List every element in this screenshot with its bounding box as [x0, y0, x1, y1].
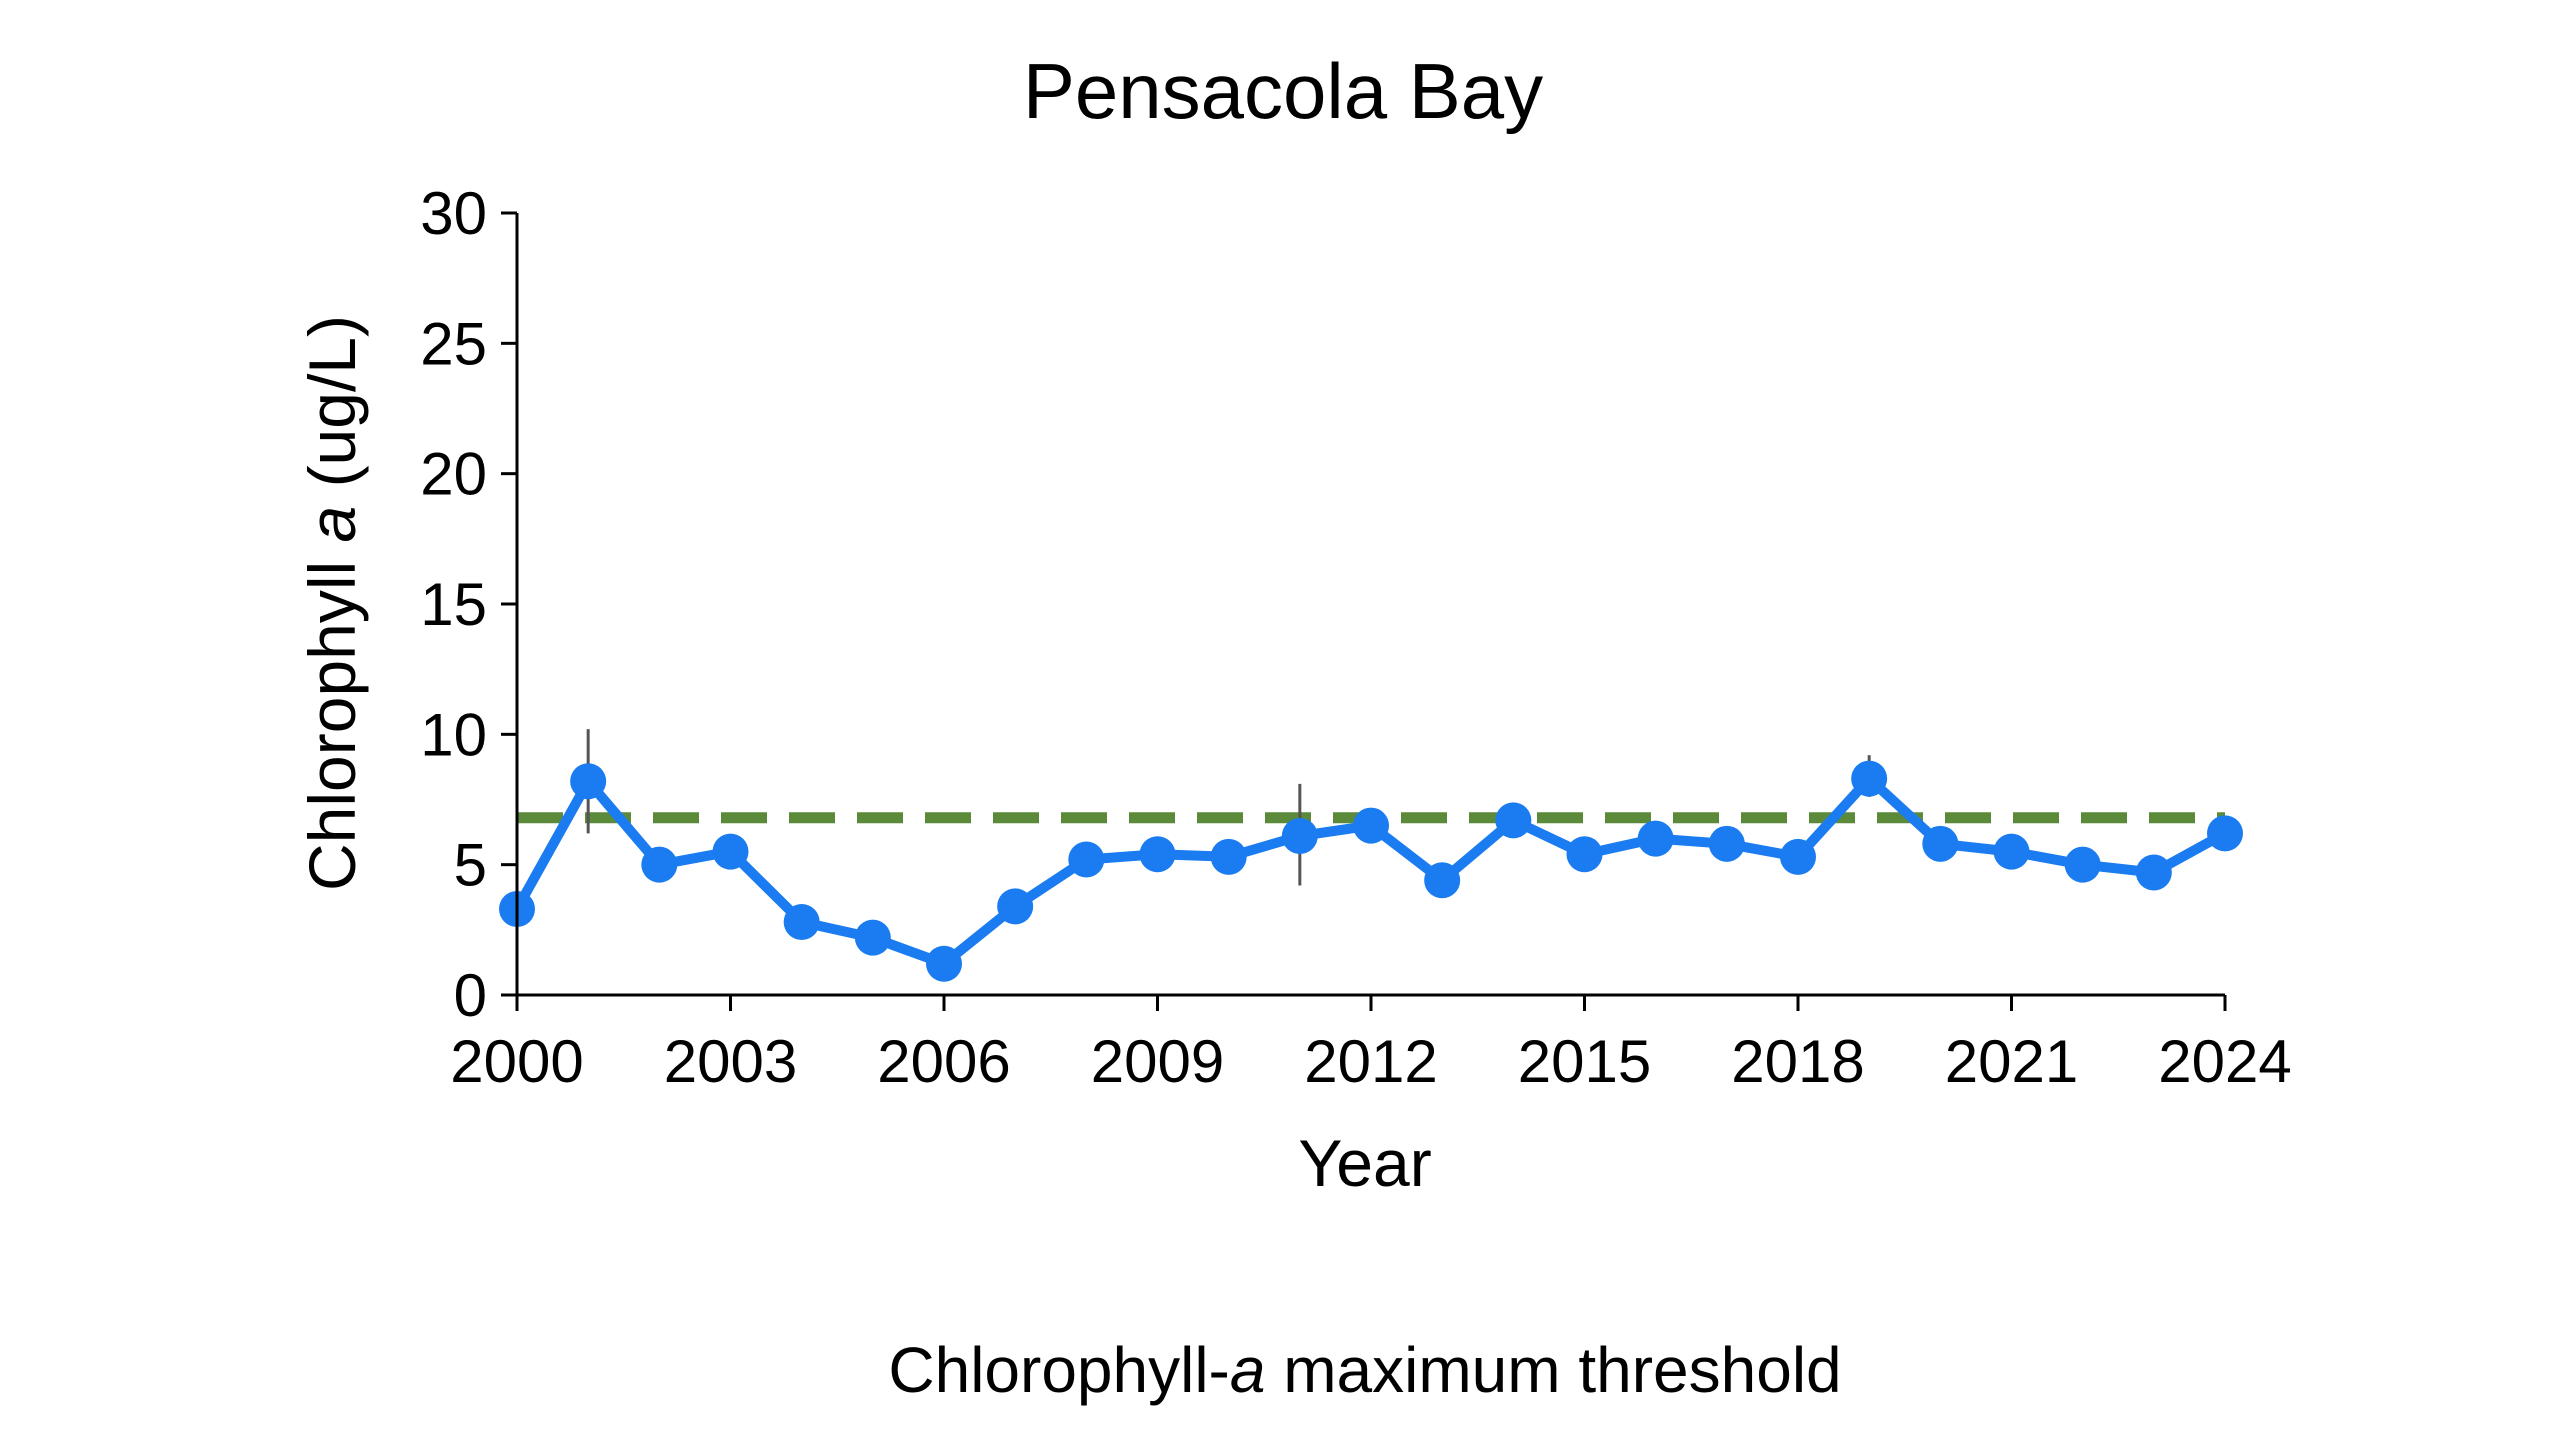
series-layer — [499, 760, 2243, 982]
data-point — [926, 945, 962, 982]
y-ticks: 0 5 10 15 20 25 30 — [420, 180, 517, 1029]
data-point — [1708, 825, 1745, 862]
data-point — [1780, 838, 1816, 875]
data-point — [1353, 807, 1389, 844]
legend-label-italic: a — [1230, 1334, 1266, 1406]
y-tick-label: 20 — [420, 441, 487, 508]
data-point — [1281, 817, 1318, 854]
y-axis-title-italic: a — [295, 506, 369, 543]
series-line — [512, 773, 2230, 969]
data-point — [712, 833, 749, 870]
data-point — [2135, 854, 2172, 891]
data-point — [1424, 862, 1461, 899]
legend-label-prefix: Chlorophyll- — [888, 1334, 1229, 1406]
y-tick-label: 15 — [420, 571, 487, 638]
data-point — [1922, 825, 1959, 862]
legend-threshold-label: Chlorophyll-a maximum threshold — [888, 1334, 1841, 1406]
x-tick-label: 2000 — [450, 1028, 583, 1095]
x-tick-label: 2003 — [664, 1028, 797, 1095]
legend-label-suffix: maximum threshold — [1265, 1334, 1841, 1406]
data-point — [1139, 836, 1176, 873]
chart-title: Pensacola Bay — [1023, 47, 1543, 135]
data-point — [997, 888, 1034, 925]
y-tick-label: 30 — [420, 180, 487, 247]
x-tick-label: 2006 — [877, 1028, 1010, 1095]
y-tick-label: 10 — [420, 701, 487, 768]
x-tick-label: 2012 — [1304, 1028, 1437, 1095]
y-tick-label: 25 — [420, 310, 487, 377]
x-tick-label: 2009 — [1091, 1028, 1224, 1095]
x-tick-label: 2015 — [1518, 1028, 1651, 1095]
x-tick-label: 2018 — [1731, 1028, 1864, 1095]
data-point — [2064, 846, 2101, 883]
y-axis-title-prefix: Chlorophyll — [295, 542, 369, 891]
data-point — [1637, 820, 1674, 857]
data-point — [854, 919, 891, 956]
data-point — [1068, 841, 1105, 878]
data-point — [2207, 815, 2243, 852]
x-axis-title: Year — [1298, 1126, 1431, 1200]
y-axis-title-suffix: (ug/L) — [295, 315, 369, 506]
data-point — [1566, 836, 1603, 873]
data-point — [570, 763, 607, 800]
data-point — [783, 904, 820, 941]
x-ticks: 2000 2003 2006 2009 2012 2015 2018 2021 2024 — [450, 995, 2292, 1095]
data-point — [1851, 760, 1888, 797]
y-axis-title: Chlorophyll a (ug/L) — [295, 315, 369, 891]
data-point — [1495, 802, 1532, 839]
x-tick-label: 2021 — [1945, 1028, 2078, 1095]
data-point — [1210, 838, 1247, 875]
y-tick-label: 5 — [454, 832, 487, 899]
y-tick-label: 0 — [454, 962, 487, 1029]
axes — [515, 213, 2225, 997]
x-tick-label: 2024 — [2158, 1028, 2291, 1095]
data-point — [641, 846, 678, 883]
data-point — [1993, 833, 2030, 870]
